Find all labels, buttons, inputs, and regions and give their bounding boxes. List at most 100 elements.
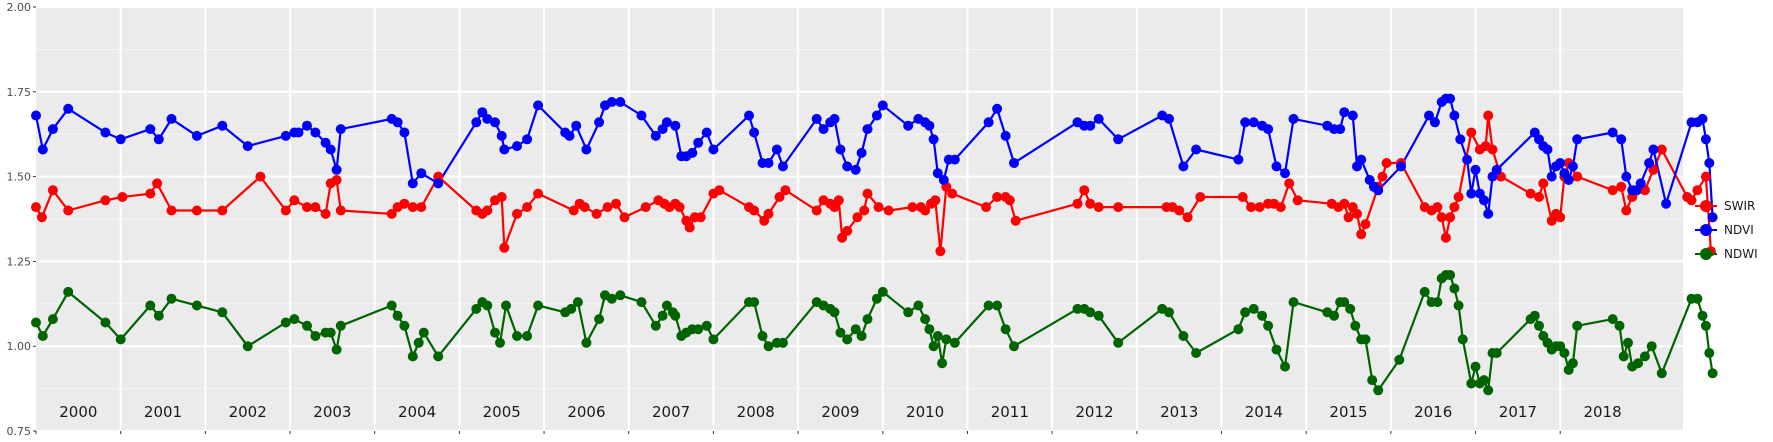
data-point-ndvi <box>615 97 626 107</box>
data-point-swir <box>145 188 156 199</box>
data-point-ndwi <box>191 300 202 311</box>
data-point-ndvi <box>877 100 888 111</box>
data-point-ndwi <box>1567 358 1578 369</box>
data-point-ndwi <box>1009 341 1019 352</box>
data-point-swir <box>152 178 163 189</box>
data-point-ndwi <box>842 334 853 345</box>
data-point-swir <box>714 185 725 196</box>
data-point-swir <box>280 205 291 216</box>
legend-key-swir <box>1694 194 1718 218</box>
data-point-swir <box>611 198 621 209</box>
data-point-ndvi <box>983 117 994 128</box>
data-point-ndwi <box>1453 300 1464 311</box>
data-point-ndwi <box>501 300 511 311</box>
y-tick-label: 2.00 <box>7 1 32 14</box>
series-points <box>31 93 1718 396</box>
y-tick-label: 1.00 <box>7 340 32 353</box>
data-point-ndwi <box>482 300 493 311</box>
data-point-swir <box>100 195 111 206</box>
data-point-ndvi <box>1462 154 1473 165</box>
data-point-swir <box>1093 202 1104 213</box>
data-point-ndvi <box>1093 113 1104 124</box>
data-point-ndwi <box>1113 337 1124 348</box>
y-tick-label: 0.75 <box>7 425 32 438</box>
data-point-ndwi <box>657 310 668 321</box>
data-point-ndwi <box>512 331 522 341</box>
data-point-swir <box>331 175 342 185</box>
data-point-ndvi <box>31 110 41 121</box>
data-point-ndwi <box>581 337 592 348</box>
data-point-ndwi <box>1164 307 1174 318</box>
year-label: 2013 <box>1160 403 1198 421</box>
data-point-ndvi <box>115 134 126 145</box>
data-point-swir <box>416 202 427 213</box>
data-point-ndwi <box>1707 368 1718 379</box>
data-point-swir <box>837 232 848 243</box>
data-point-ndwi <box>302 320 312 331</box>
data-point-swir <box>310 202 321 213</box>
data-point-ndwi <box>1559 348 1570 358</box>
data-point-ndvi <box>1483 208 1494 219</box>
data-point-ndwi <box>37 331 48 341</box>
data-point-ndvi <box>650 130 661 141</box>
data-point-swir <box>1292 195 1303 206</box>
data-point-ndvi <box>687 147 698 158</box>
data-point-ndwi <box>1288 297 1299 308</box>
year-label: 2015 <box>1329 403 1367 421</box>
data-point-swir <box>1621 205 1632 216</box>
data-point-ndwi <box>1329 310 1340 321</box>
data-point-ndvi <box>1707 212 1718 223</box>
data-point-ndvi <box>191 130 202 141</box>
data-point-ndvi <box>903 120 914 131</box>
data-point-swir <box>1237 192 1248 202</box>
data-point-swir <box>1113 202 1124 213</box>
data-point-ndvi <box>771 144 782 155</box>
data-point-ndvi <box>1616 134 1627 145</box>
data-point-ndvi <box>1335 124 1346 135</box>
data-point-swir <box>1352 208 1362 219</box>
data-point-ndwi <box>1457 334 1468 345</box>
data-point-ndvi <box>399 127 410 138</box>
data-point-swir <box>320 208 331 219</box>
data-point-ndwi <box>871 293 882 304</box>
data-point-ndwi <box>145 300 156 311</box>
data-point-ndwi <box>386 300 397 311</box>
data-point-ndwi <box>1572 320 1583 331</box>
data-point-ndwi <box>1639 351 1650 362</box>
data-point-ndwi <box>1248 303 1259 314</box>
data-point-swir <box>1377 171 1388 182</box>
data-point-ndwi <box>572 297 583 308</box>
data-point-ndvi <box>1697 113 1708 124</box>
data-point-ndvi <box>242 141 253 152</box>
data-point-ndvi <box>325 144 336 155</box>
data-point-ndwi <box>1373 385 1384 396</box>
data-point-ndwi <box>777 337 788 348</box>
data-point-ndwi <box>1633 358 1644 369</box>
major-gridlines <box>36 6 1683 432</box>
data-point-ndvi <box>1085 120 1096 131</box>
data-point-ndwi <box>924 324 935 335</box>
data-point-ndwi <box>1178 331 1189 341</box>
data-point-ndwi <box>992 300 1003 311</box>
data-point-ndvi <box>949 154 960 165</box>
data-point-swir <box>1246 202 1257 213</box>
data-point-ndwi <box>1607 314 1618 325</box>
data-point-swir <box>920 205 931 216</box>
data-point-swir <box>602 202 613 213</box>
data-point-swir <box>1195 192 1206 202</box>
data-point-ndvi <box>1373 185 1384 196</box>
data-point-ndvi <box>1280 168 1290 179</box>
data-point-ndvi <box>701 127 712 138</box>
data-point-ndwi <box>763 341 774 352</box>
data-point-ndvi <box>1424 110 1434 121</box>
y-tick-label: 1.25 <box>7 255 32 268</box>
data-point-ndwi <box>941 334 952 345</box>
year-label: 2009 <box>821 403 859 421</box>
data-point-ndvi <box>744 110 754 121</box>
data-point-ndvi <box>850 164 861 175</box>
y-tick-label: 1.75 <box>7 86 32 99</box>
data-point-ndwi <box>1432 297 1443 308</box>
data-point-swir <box>335 205 346 216</box>
data-point-ndvi <box>636 110 647 121</box>
data-point-swir <box>217 205 228 216</box>
